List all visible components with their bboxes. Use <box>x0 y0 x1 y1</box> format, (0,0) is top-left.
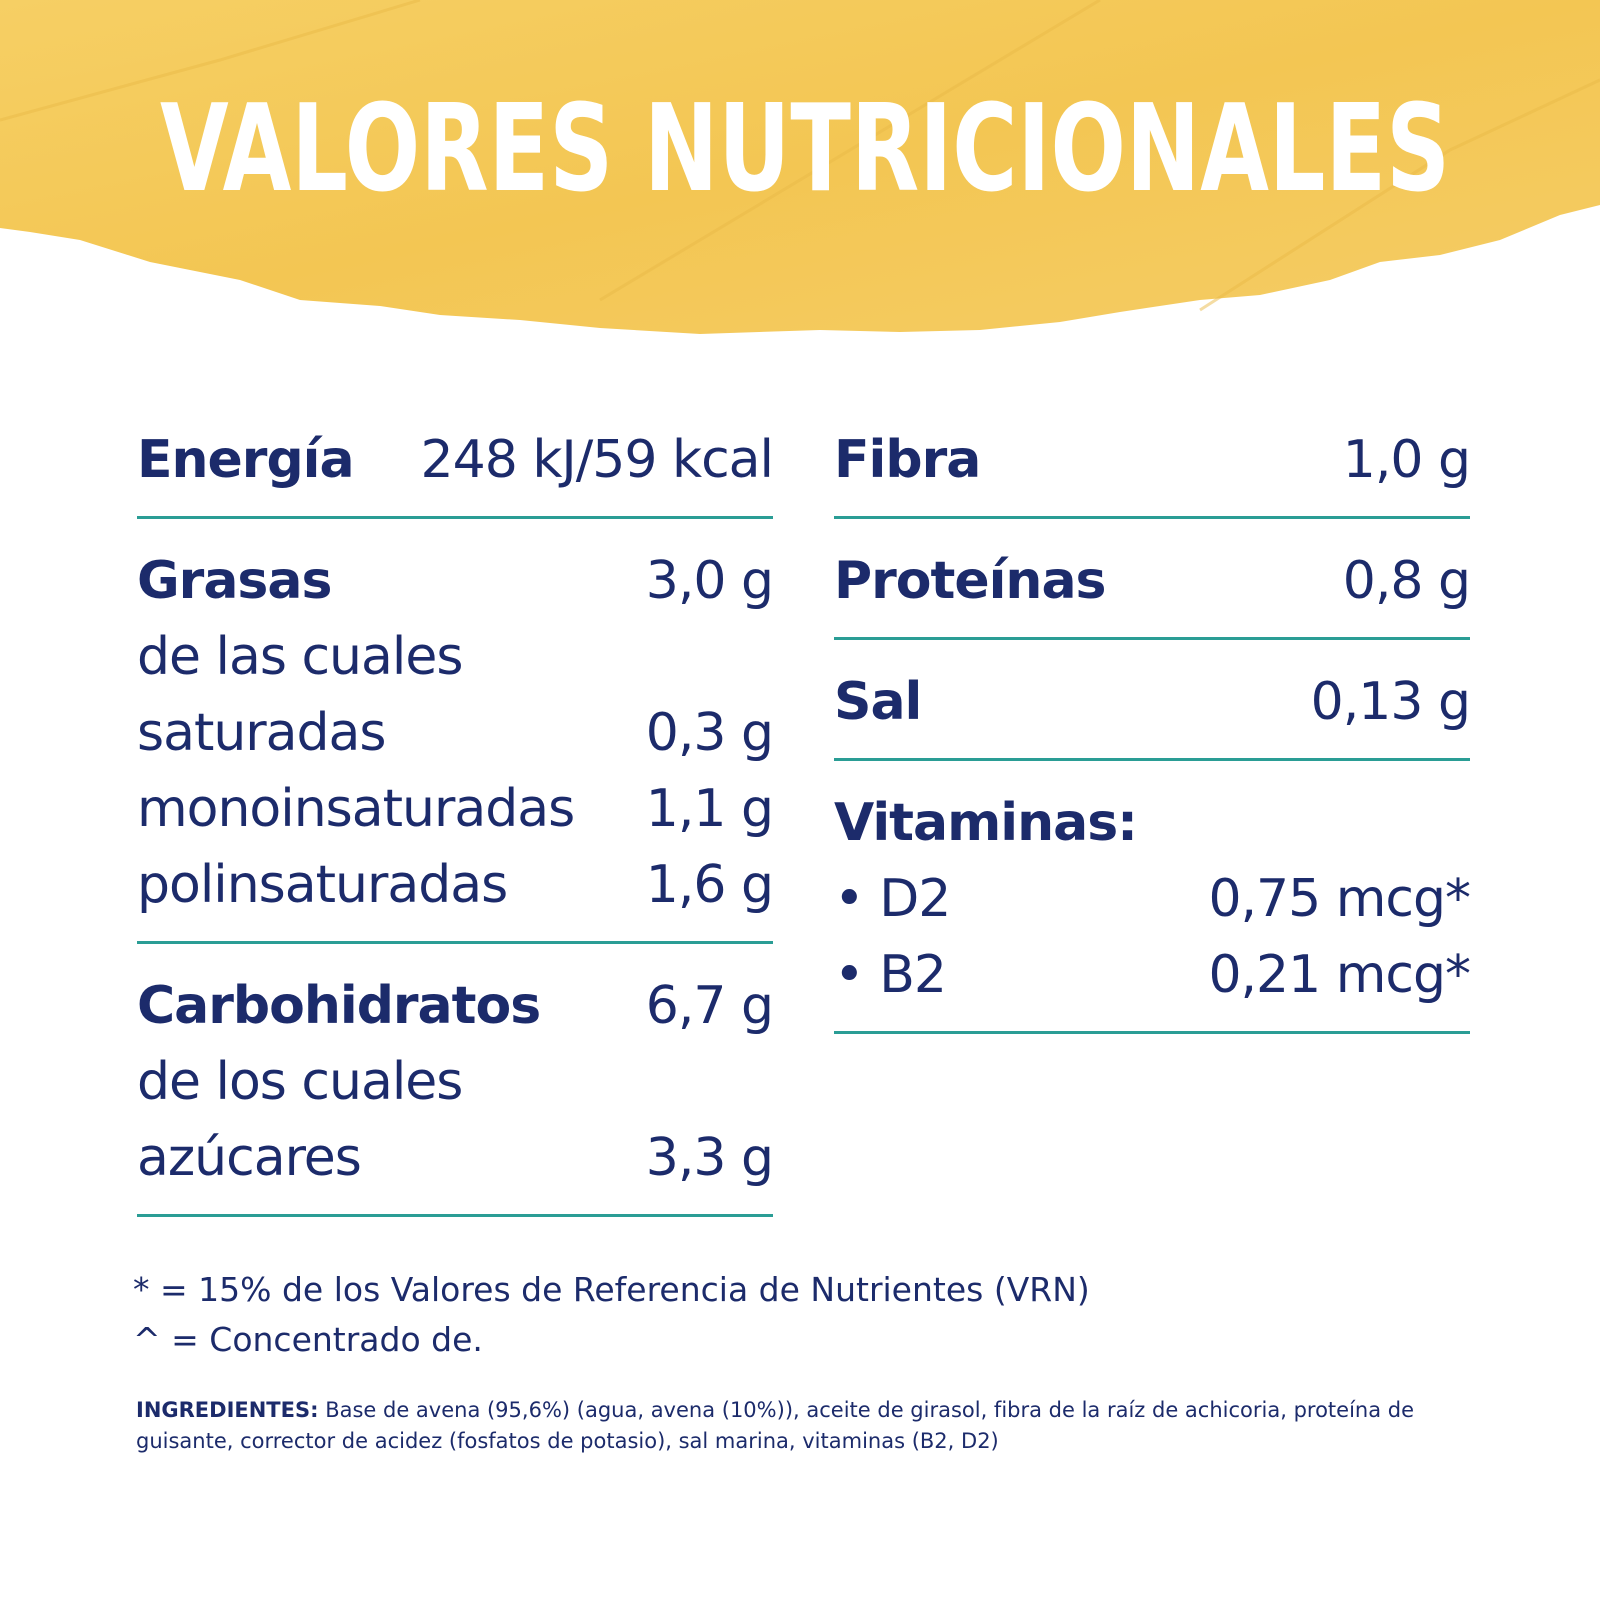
nutrient-label: Fibra <box>834 430 981 490</box>
nutrient-row: azúcares 3,3 g <box>137 1120 774 1196</box>
ingredients: INGREDIENTES: Base de avena (95,6%) (agu… <box>136 1395 1476 1457</box>
nutrient-label: Energía <box>137 430 355 490</box>
nutrient-label: saturadas <box>137 703 387 763</box>
nutrient-label: • B2 <box>834 945 947 1005</box>
footnotes: * = 15% de los Valores de Referencia de … <box>133 1265 1090 1365</box>
nutrient-label: Grasas <box>137 551 332 611</box>
brush-streak <box>0 0 1600 312</box>
brush-shape <box>0 0 1600 334</box>
nutrient-label: Proteínas <box>834 551 1106 611</box>
section: Energía 248 kJ/59 kcal <box>137 410 774 519</box>
section: Sal 0,13 g <box>834 652 1471 761</box>
nutrient-label: de los cuales <box>137 1052 463 1112</box>
nutrient-label: monoinsaturadas <box>137 779 575 839</box>
nutrient-row: polinsaturadas 1,6 g <box>137 847 774 923</box>
nutrient-value: 1,0 g <box>1342 430 1471 490</box>
nutrient-row: • B2 0,21 mcg* <box>834 937 1471 1013</box>
nutrition-table: Energía 248 kJ/59 kcal Grasas 3,0 g de las c… <box>137 410 1471 1229</box>
nutrient-row: Proteínas 0,8 g <box>834 543 1471 619</box>
nutrient-row: Sal 0,13 g <box>834 664 1471 740</box>
section: Fibra 1,0 g <box>834 410 1471 519</box>
nutrient-value: 0,21 mcg* <box>1208 945 1471 1005</box>
footnote: ^ = Concentrado de. <box>133 1320 483 1359</box>
section: Carbohidratos 6,7 g de los cuales azúcares 3… <box>137 956 774 1217</box>
nutrient-label: • D2 <box>834 869 951 929</box>
nutrient-label: azúcares <box>137 1128 362 1188</box>
nutrient-row: Energía 248 kJ/59 kcal <box>137 422 774 498</box>
nutrient-label: polinsaturadas <box>137 855 508 915</box>
nutrient-value: 0,13 g <box>1310 672 1471 732</box>
ingredients-text: Base de avena (95,6%) (agua, avena (10%)… <box>136 1398 1415 1453</box>
column: Fibra 1,0 g Proteínas 0,8 g Sal 0,13 g Vitamin… <box>834 410 1471 1229</box>
nutrient-label: de las cuales <box>137 627 463 687</box>
nutrient-row: • D2 0,75 mcg* <box>834 861 1471 937</box>
column: Energía 248 kJ/59 kcal Grasas 3,0 g de las c… <box>137 410 774 1229</box>
nutrient-row: saturadas 0,3 g <box>137 695 774 771</box>
nutrient-row: de las cuales <box>137 619 773 695</box>
nutrient-value: 3,0 g <box>645 551 774 611</box>
nutrient-value: 0,75 mcg* <box>1208 869 1471 929</box>
nutrient-value: 248 kJ/59 kcal <box>420 430 774 490</box>
nutrient-value: 1,6 g <box>645 855 774 915</box>
nutrient-value: 1,1 g <box>645 779 774 839</box>
nutrient-value: 3,3 g <box>645 1128 774 1188</box>
nutrient-row: Grasas 3,0 g <box>137 543 774 619</box>
section: Grasas 3,0 g de las cuales saturadas 0,3 g mo… <box>137 531 774 944</box>
nutrient-value: 0,3 g <box>645 703 774 763</box>
title: VALORES NUTRICIONALES <box>160 80 1450 219</box>
section: Vitaminas: • D2 0,75 mcg* • B2 0,21 mcg* <box>834 773 1471 1034</box>
nutrient-value: 6,7 g <box>645 976 774 1036</box>
nutrient-value: 0,8 g <box>1342 551 1471 611</box>
nutrient-row: Fibra 1,0 g <box>834 422 1471 498</box>
nutrient-row: Carbohidratos 6,7 g <box>137 968 774 1044</box>
header-banner: VALORES NUTRICIONALES <box>0 0 1600 334</box>
nutrient-label: Sal <box>834 672 922 732</box>
nutrient-row: de los cuales <box>137 1044 773 1120</box>
footnote: * = 15% de los Valores de Referencia de … <box>133 1270 1090 1309</box>
nutrient-row: monoinsaturadas 1,1 g <box>137 771 774 847</box>
ingredients-label: INGREDIENTES: <box>136 1398 319 1422</box>
section: Proteínas 0,8 g <box>834 531 1471 640</box>
nutrient-row: Vitaminas: <box>834 785 1470 861</box>
nutrient-label: Carbohidratos <box>137 976 541 1036</box>
nutrient-label: Vitaminas: <box>834 793 1138 853</box>
